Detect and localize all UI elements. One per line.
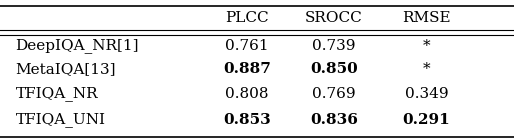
Text: 0.808: 0.808 (225, 87, 268, 101)
Text: 0.349: 0.349 (405, 87, 448, 101)
Text: TFIQA_UNI: TFIQA_UNI (15, 113, 105, 128)
Text: 0.850: 0.850 (310, 62, 358, 76)
Text: 0.836: 0.836 (310, 113, 358, 127)
Text: TFIQA_NR: TFIQA_NR (15, 86, 98, 101)
Text: 0.761: 0.761 (225, 39, 268, 53)
Text: RMSE: RMSE (402, 11, 451, 25)
Text: *: * (423, 62, 430, 76)
Text: 0.739: 0.739 (313, 39, 356, 53)
Text: MetaIQA[13]: MetaIQA[13] (15, 62, 116, 76)
Text: *: * (423, 39, 430, 53)
Text: DeepIQA_NR[1]: DeepIQA_NR[1] (15, 38, 139, 53)
Text: 0.769: 0.769 (313, 87, 356, 101)
Text: 0.853: 0.853 (223, 113, 270, 127)
Text: SROCC: SROCC (305, 11, 363, 25)
Text: 0.887: 0.887 (223, 62, 271, 76)
Text: PLCC: PLCC (225, 11, 268, 25)
Text: 0.291: 0.291 (403, 113, 450, 127)
